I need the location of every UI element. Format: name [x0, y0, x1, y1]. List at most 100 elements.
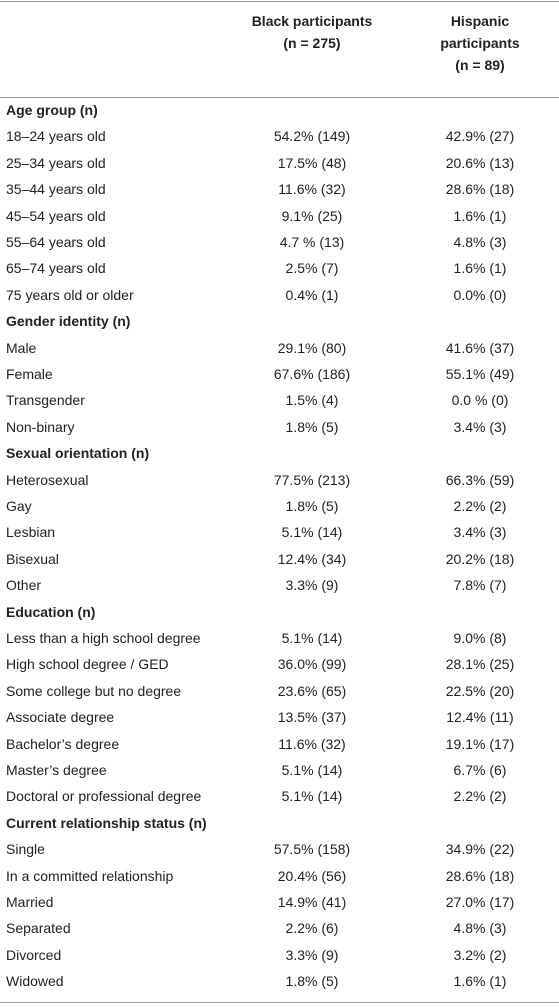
- cell-value: 5.1% (14): [281, 630, 343, 646]
- row-label: Other: [6, 577, 42, 594]
- row-label: Female: [6, 366, 53, 382]
- cell-value: 4.7 % (13): [279, 234, 345, 250]
- cell-value: 3.4% (3): [453, 524, 507, 541]
- cell-value: 0.0 % (0): [451, 392, 509, 409]
- cell-value: 9.0% (8): [453, 630, 507, 646]
- row-label: Transgender: [6, 392, 85, 409]
- cell-value: 13.5% (37): [277, 709, 347, 726]
- row-label: Associate degree: [6, 709, 115, 726]
- row-label: Gay: [6, 498, 32, 514]
- cell-value: 1.5% (4): [285, 392, 339, 409]
- cell-value: 5.1% (14): [281, 524, 343, 541]
- cell-value: 20.2% (18): [445, 550, 515, 567]
- row-label: Male: [6, 339, 37, 356]
- column-header: participants: [440, 35, 520, 51]
- cell-value: 5.1% (14): [281, 762, 343, 778]
- cell-value: 27.0% (17): [445, 894, 515, 910]
- row-label: Lesbian: [6, 524, 56, 541]
- cell-value: 28.1% (25): [445, 656, 515, 673]
- row-label: 65–74 years old: [6, 260, 106, 277]
- cell-value: 19.1% (17): [445, 735, 515, 752]
- column-header: (n = 89): [455, 57, 505, 73]
- cell-value: 14.9% (41): [277, 894, 347, 910]
- row-label: Bachelor’s degree: [6, 735, 120, 752]
- cell-value: 7.8% (7): [453, 577, 507, 594]
- row-label: 35–44 years old: [6, 181, 106, 198]
- cell-value: 2.2% (2): [453, 498, 507, 514]
- row-label: Divorced: [6, 946, 62, 963]
- cell-value: 9.1% (25): [281, 207, 343, 224]
- row-label: Married: [6, 894, 54, 910]
- cell-value: 3.4% (3): [453, 418, 507, 435]
- row-label: Bisexual: [6, 550, 59, 567]
- row-label: Some college but no degree: [6, 682, 182, 699]
- row-label: 55–64 years old: [6, 234, 106, 250]
- section-title: Sexual orientation (n): [6, 445, 150, 462]
- row-label: 75 years old or older: [6, 286, 134, 303]
- cell-value: 34.9% (22): [445, 841, 515, 858]
- column-header: Hispanic: [450, 13, 510, 29]
- row-label: Non-binary: [6, 418, 75, 435]
- row-label: Doctoral or professional degree: [6, 788, 202, 805]
- cell-value: 57.5% (158): [273, 841, 351, 858]
- cell-value: 0.0% (0): [453, 286, 507, 303]
- row-label: Separated: [6, 920, 71, 937]
- row-label: Less than a high school degree: [6, 630, 201, 646]
- row-label: Master’s degree: [6, 762, 107, 778]
- row-label: 45–54 years old: [6, 207, 106, 224]
- cell-value: 3.3% (9): [285, 946, 339, 963]
- cell-value: 36.0% (99): [277, 656, 347, 673]
- cell-value: 55.1% (49): [445, 366, 515, 382]
- cell-value: 2.5% (7): [285, 260, 339, 277]
- cell-value: 22.5% (20): [445, 682, 515, 699]
- cell-value: 6.7% (6): [453, 762, 507, 778]
- cell-value: 12.4% (11): [446, 709, 514, 726]
- cell-value: 0.4% (1): [285, 286, 339, 303]
- section-title: Gender identity (n): [6, 313, 131, 330]
- row-label: High school degree / GED: [6, 656, 169, 673]
- cell-value: 2.2% (2): [453, 788, 507, 805]
- cell-value: 1.6% (1): [453, 207, 507, 224]
- row-label: Single: [6, 841, 45, 858]
- cell-value: 77.5% (213): [273, 471, 351, 488]
- rule: [0, 97, 559, 98]
- rule: [0, 1002, 559, 1003]
- cell-value: 23.6% (65): [277, 682, 347, 699]
- cell-value: 41.6% (37): [445, 339, 515, 356]
- column-header: Black participants: [251, 13, 373, 29]
- cell-value: 29.1% (80): [277, 339, 347, 356]
- row-label: Heterosexual: [6, 471, 89, 488]
- cell-value: 28.6% (18): [445, 181, 515, 198]
- cell-value: 42.9% (27): [445, 128, 515, 145]
- cell-value: 3.3% (9): [285, 577, 339, 594]
- section-title: Education (n): [6, 603, 96, 620]
- column-header: (n = 275): [283, 35, 341, 51]
- row-label: Widowed: [6, 973, 64, 990]
- cell-value: 1.8% (5): [285, 973, 339, 990]
- section-title: Age group (n): [6, 102, 98, 118]
- cell-value: 12.4% (34): [277, 550, 347, 567]
- cell-value: 3.2% (2): [453, 946, 507, 963]
- cell-value: 11.6% (32): [278, 181, 346, 198]
- section-title: Current relationship status (n): [6, 814, 207, 831]
- cell-value: 1.8% (5): [285, 498, 339, 514]
- cell-value: 4.8% (3): [453, 920, 507, 937]
- row-label: In a committed relationship: [6, 867, 174, 884]
- cell-value: 4.8% (3): [453, 234, 507, 250]
- cell-value: 20.6% (13): [445, 154, 515, 171]
- cell-value: 54.2% (149): [273, 128, 351, 145]
- row-label: 18–24 years old: [6, 128, 106, 145]
- cell-value: 1.8% (5): [285, 418, 339, 435]
- cell-value: 66.3% (59): [445, 471, 515, 488]
- rule: [0, 1, 559, 2]
- cell-value: 11.6% (32): [278, 735, 346, 752]
- cell-value: 20.4% (56): [277, 867, 347, 884]
- cell-value: 17.5% (48): [277, 154, 347, 171]
- cell-value: 1.6% (1): [453, 973, 507, 990]
- cell-value: 67.6% (186): [273, 366, 351, 382]
- cell-value: 1.6% (1): [453, 260, 507, 277]
- cell-value: 28.6% (18): [445, 867, 515, 884]
- row-label: 25–34 years old: [6, 154, 106, 171]
- cell-value: 2.2% (6): [285, 920, 339, 937]
